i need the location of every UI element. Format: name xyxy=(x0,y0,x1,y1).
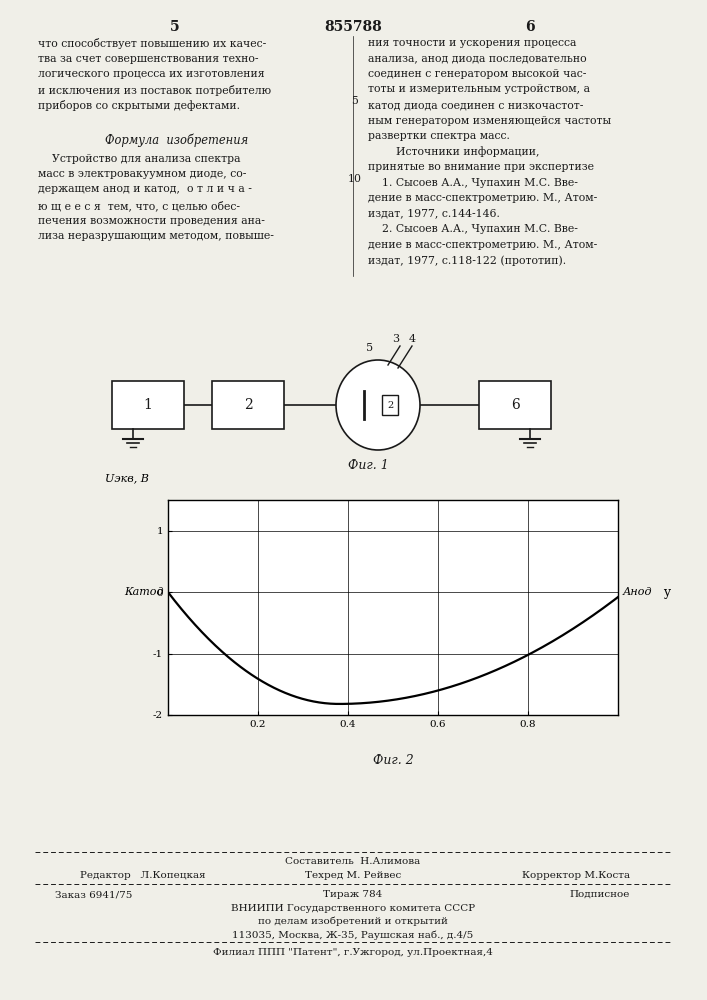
Text: 5: 5 xyxy=(351,96,358,106)
Text: y: y xyxy=(663,586,670,599)
Text: ным генератором изменяющейся частоты: ным генератором изменяющейся частоты xyxy=(368,115,611,125)
Text: Uэкв, B: Uэкв, B xyxy=(105,473,149,483)
Text: и исключения из поставок потребителю: и исключения из поставок потребителю xyxy=(38,85,271,96)
Text: Источники информации,: Источники информации, xyxy=(368,146,539,157)
Text: 113035, Москва, Ж-35, Раушская наб., д.4/5: 113035, Москва, Ж-35, Раушская наб., д.4… xyxy=(233,930,474,940)
Text: издат, 1977, с.144-146.: издат, 1977, с.144-146. xyxy=(368,209,500,219)
Bar xyxy=(212,381,284,429)
Text: дение в масс-спектрометрию. М., Атом-: дение в масс-спектрометрию. М., Атом- xyxy=(368,239,597,249)
Text: развертки спектра масс.: развертки спектра масс. xyxy=(368,131,510,141)
Bar xyxy=(479,381,551,429)
Text: Подписное: Подписное xyxy=(570,890,630,899)
Text: тва за счет совершенствования техно-: тва за счет совершенствования техно- xyxy=(38,53,259,64)
Text: Формула  изобретения: Формула изобретения xyxy=(105,133,249,147)
Text: Филиал ППП "Патент", г.Ужгород, ул.Проектная,4: Филиал ППП "Патент", г.Ужгород, ул.Проек… xyxy=(213,948,493,957)
Text: по делам изобретений и открытий: по делам изобретений и открытий xyxy=(258,917,448,926)
Text: 4: 4 xyxy=(409,334,416,344)
Text: соединен с генератором высокой час-: соединен с генератором высокой час- xyxy=(368,69,586,79)
Text: 2. Сысоев А.А., Чупахин М.С. Вве-: 2. Сысоев А.А., Чупахин М.С. Вве- xyxy=(368,224,578,234)
Text: дение в масс-спектрометрию. М., Атом-: дение в масс-спектрометрию. М., Атом- xyxy=(368,193,597,203)
Text: тоты и измерительным устройством, а: тоты и измерительным устройством, а xyxy=(368,85,590,95)
Text: Составитель  Н.Алимова: Составитель Н.Алимова xyxy=(286,857,421,866)
Text: 3: 3 xyxy=(392,334,399,344)
Text: что способствует повышению их качес-: что способствует повышению их качес- xyxy=(38,38,267,49)
Text: 5: 5 xyxy=(366,343,373,353)
Text: 6: 6 xyxy=(525,20,534,34)
Text: катод диода соединен с низкочастот-: катод диода соединен с низкочастот- xyxy=(368,100,583,110)
Bar xyxy=(112,381,184,429)
Text: анализа, анод диода последовательно: анализа, анод диода последовательно xyxy=(368,53,587,64)
Text: издат, 1977, с.118-122 (прототип).: издат, 1977, с.118-122 (прототип). xyxy=(368,255,566,266)
Text: 5: 5 xyxy=(170,20,180,34)
Text: ния точности и ускорения процесса: ния точности и ускорения процесса xyxy=(368,38,576,48)
Text: 1. Сысоев А.А., Чупахин М.С. Вве-: 1. Сысоев А.А., Чупахин М.С. Вве- xyxy=(368,178,578,188)
Text: Катод: Катод xyxy=(124,587,163,597)
Text: приборов со скрытыми дефектами.: приборов со скрытыми дефектами. xyxy=(38,100,240,111)
Text: Фиг. 2: Фиг. 2 xyxy=(373,754,414,767)
Text: Редактор   Л.Копецкая: Редактор Л.Копецкая xyxy=(80,871,206,880)
Text: Заказ 6941/75: Заказ 6941/75 xyxy=(55,890,132,899)
Text: ю щ е е с я  тем, что, с целью обес-: ю щ е е с я тем, что, с целью обес- xyxy=(38,200,240,211)
Text: печения возможности проведения ана-: печения возможности проведения ана- xyxy=(38,216,265,226)
Text: 10: 10 xyxy=(348,174,362,184)
Bar xyxy=(382,395,398,415)
Text: 1: 1 xyxy=(144,398,153,412)
Text: 855788: 855788 xyxy=(324,20,382,34)
Text: ВНИИПИ Государственного комитета СССР: ВНИИПИ Государственного комитета СССР xyxy=(231,904,475,913)
Text: Тираж 784: Тираж 784 xyxy=(323,890,382,899)
Text: логического процесса их изготовления: логического процесса их изготовления xyxy=(38,69,264,79)
Text: 2: 2 xyxy=(244,398,252,412)
Text: Техред М. Рейвес: Техред М. Рейвес xyxy=(305,871,401,880)
Text: держащем анод и катод,  о т л и ч а -: держащем анод и катод, о т л и ч а - xyxy=(38,184,252,194)
Text: принятые во внимание при экспертизе: принятые во внимание при экспертизе xyxy=(368,162,594,172)
Text: 6: 6 xyxy=(510,398,520,412)
Text: масс в электровакуумном диоде, со-: масс в электровакуумном диоде, со- xyxy=(38,169,246,179)
Text: Корректор М.Коста: Корректор М.Коста xyxy=(522,871,630,880)
Text: лиза неразрушающим методом, повыше-: лиза неразрушающим методом, повыше- xyxy=(38,231,274,241)
Text: Фиг. 1: Фиг. 1 xyxy=(348,459,388,472)
Text: 2: 2 xyxy=(387,400,393,410)
Text: Анод: Анод xyxy=(622,587,652,597)
Text: Устройство для анализа спектра: Устройство для анализа спектра xyxy=(38,153,240,163)
Ellipse shape xyxy=(336,360,420,450)
